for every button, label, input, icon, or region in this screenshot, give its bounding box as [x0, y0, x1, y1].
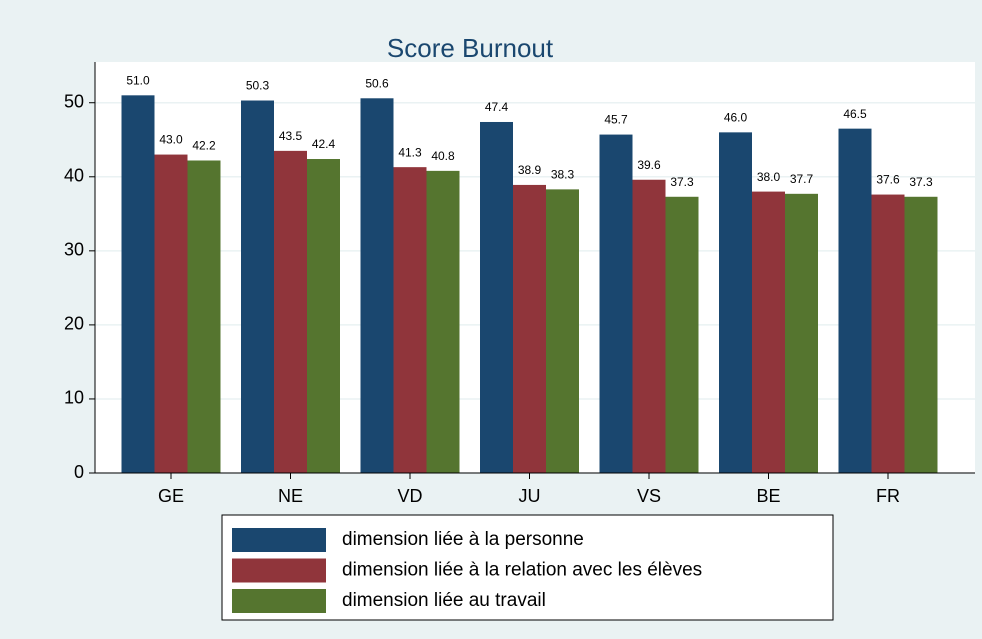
x-tick-label: JU	[519, 486, 541, 506]
bar	[360, 98, 394, 473]
y-tick-label: 30	[64, 240, 84, 260]
bar	[665, 196, 699, 473]
bar	[480, 121, 513, 474]
x-tick-label: BE	[756, 486, 780, 506]
value-label: 43.5	[279, 129, 303, 143]
value-label: 51.0	[126, 73, 150, 87]
bar	[752, 191, 785, 473]
y-tick-label: 10	[64, 388, 84, 408]
bar	[241, 100, 274, 473]
bar	[393, 167, 427, 474]
bar	[785, 193, 818, 473]
value-label: 46.5	[843, 107, 867, 121]
value-label: 50.3	[246, 79, 270, 93]
value-label: 37.3	[670, 175, 694, 189]
chart-title: Score Burnout	[387, 33, 554, 63]
value-label: 41.3	[398, 145, 422, 159]
bar	[307, 159, 340, 473]
y-tick-label: 0	[74, 462, 84, 482]
value-label: 50.6	[365, 76, 389, 90]
value-label: 46.0	[724, 111, 748, 125]
x-tick-label: GE	[158, 486, 184, 506]
legend-swatch	[232, 589, 326, 613]
x-tick-label: NE	[278, 486, 303, 506]
value-label: 47.4	[485, 100, 509, 114]
y-tick-label: 50	[64, 91, 84, 111]
value-label: 38.9	[518, 163, 542, 177]
bar	[546, 189, 579, 473]
value-label: 42.2	[192, 139, 216, 153]
y-tick-label: 40	[64, 166, 84, 186]
legend-swatch	[232, 528, 326, 552]
y-tick-label: 20	[64, 314, 84, 334]
bar	[513, 184, 546, 473]
bar	[871, 194, 905, 473]
value-label: 38.0	[757, 170, 781, 184]
legend-label: dimension liée au travail	[342, 590, 546, 611]
bar	[274, 150, 307, 473]
value-label: 37.7	[790, 172, 814, 186]
value-label: 38.3	[551, 168, 575, 182]
value-label: 42.4	[312, 137, 336, 151]
value-label: 45.7	[604, 113, 628, 127]
value-label: 37.6	[876, 173, 900, 187]
x-tick-label: VS	[637, 486, 661, 506]
bar	[838, 128, 872, 473]
bar	[154, 154, 188, 473]
value-label: 39.6	[637, 158, 661, 172]
bar	[187, 160, 221, 474]
x-tick-label: FR	[876, 486, 900, 506]
bar	[719, 132, 752, 473]
legend-label: dimension liée à la relation avec les él…	[342, 560, 702, 581]
bar	[599, 134, 633, 473]
bar	[426, 170, 460, 473]
x-tick-label: VD	[397, 486, 422, 506]
value-label: 37.3	[909, 175, 933, 189]
bar	[121, 95, 155, 473]
legend-label: dimension liée à la personne	[342, 529, 584, 550]
legend-swatch	[232, 558, 326, 583]
bar	[632, 179, 666, 473]
value-label: 40.8	[431, 149, 455, 163]
value-label: 43.0	[159, 133, 183, 147]
bar	[904, 196, 938, 473]
